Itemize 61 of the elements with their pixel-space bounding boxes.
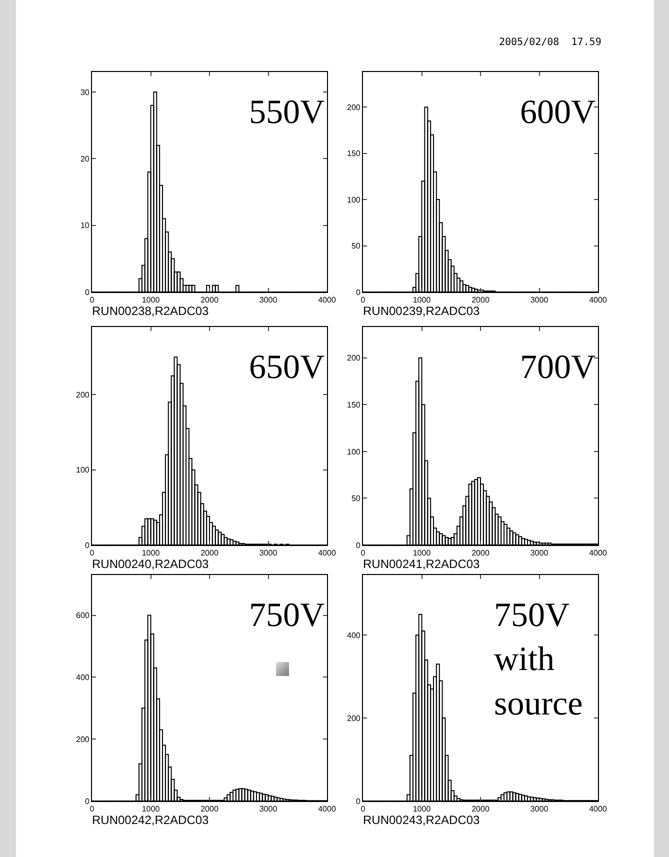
y-tick-label: 0 bbox=[84, 288, 90, 297]
y-tick-label: 0 bbox=[356, 540, 361, 550]
x-tick-label: 1000 bbox=[412, 548, 432, 558]
text: 2005/02/08 17.59 bbox=[499, 37, 602, 48]
y-tick-label: 200 bbox=[347, 714, 361, 723]
y-tick-label: 50 bbox=[351, 242, 361, 251]
x-tick-label: 1000 bbox=[412, 296, 432, 305]
y-tick-label: 0 bbox=[84, 540, 90, 550]
x-tick-label: 1000 bbox=[142, 804, 160, 814]
annotation: 600V bbox=[520, 94, 596, 131]
x-tick-label: 1000 bbox=[142, 296, 160, 305]
x-axis-title: RUN00243,R2ADC03 bbox=[363, 813, 480, 827]
y-tick-label: 100 bbox=[347, 447, 361, 456]
x-axis-title: RUN00240,R2ADC03 bbox=[92, 557, 210, 571]
annotation: 700V bbox=[520, 349, 596, 386]
x-tick-label: 4000 bbox=[589, 548, 608, 558]
x-axis-title: RUN00239,R2ADC03 bbox=[363, 304, 480, 318]
x-tick-label: 2000 bbox=[472, 804, 490, 814]
x-tick-label: 4000 bbox=[589, 296, 608, 305]
y-tick-label: 100 bbox=[76, 466, 90, 475]
y-tick-label: 0 bbox=[84, 796, 90, 806]
y-tick-label: 30 bbox=[80, 88, 90, 97]
x-tick-label: 3000 bbox=[259, 296, 278, 305]
x-tick-label: 2000 bbox=[200, 804, 219, 814]
x-tick-label: 4000 bbox=[589, 804, 608, 814]
y-tick-label: 400 bbox=[76, 672, 90, 682]
y-tick-label: 150 bbox=[347, 400, 361, 410]
y-tick-label: 200 bbox=[76, 734, 90, 744]
x-axis-title: RUN00241,R2ADC03 bbox=[363, 557, 480, 571]
y-tick-label: 20 bbox=[80, 154, 90, 164]
x-tick-label: 3000 bbox=[530, 548, 549, 558]
y-tick-label: 200 bbox=[347, 102, 361, 112]
y-tick-label: 150 bbox=[347, 149, 361, 158]
x-tick-label: 3000 bbox=[530, 804, 549, 814]
x-tick-label: 1000 bbox=[412, 804, 432, 814]
x-tick-label: 4000 bbox=[318, 548, 336, 558]
annotation: 650V bbox=[249, 349, 325, 386]
x-tick-label: 2000 bbox=[200, 296, 219, 305]
y-tick-label: 100 bbox=[347, 195, 361, 204]
x-tick-label: 2000 bbox=[472, 296, 490, 305]
x-tick-label: 3000 bbox=[259, 548, 278, 558]
x-tick-label: 4000 bbox=[318, 804, 336, 814]
x-tick-label: 2000 bbox=[200, 548, 219, 558]
annotation: 750V bbox=[249, 597, 325, 634]
annotation: 750V with source bbox=[494, 597, 583, 722]
x-tick-label: 3000 bbox=[530, 296, 549, 305]
x-axis-title: RUN00238,R2ADC03 bbox=[92, 304, 210, 318]
y-tick-label: 200 bbox=[347, 354, 361, 363]
x-tick-label: 1000 bbox=[142, 548, 160, 558]
y-tick-label: 50 bbox=[351, 494, 361, 504]
y-tick-label: 10 bbox=[80, 221, 90, 230]
x-tick-label: 2000 bbox=[472, 548, 490, 558]
x-axis-title: RUN00242,R2ADC03 bbox=[92, 813, 210, 827]
x-tick-label: 3000 bbox=[259, 804, 278, 814]
y-tick-label: 0 bbox=[356, 288, 361, 297]
annotation: 550V bbox=[249, 94, 325, 131]
y-tick-label: 200 bbox=[76, 390, 90, 400]
y-tick-label: 0 bbox=[356, 796, 361, 806]
y-tick-label: 400 bbox=[347, 630, 361, 640]
y-tick-label: 600 bbox=[76, 611, 90, 620]
x-tick-label: 4000 bbox=[318, 296, 336, 305]
